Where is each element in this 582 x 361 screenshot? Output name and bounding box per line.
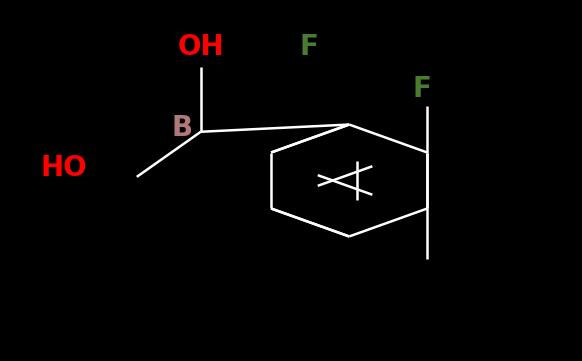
Text: B: B xyxy=(172,114,193,142)
Text: F: F xyxy=(412,75,431,103)
Text: F: F xyxy=(300,33,318,61)
Text: HO: HO xyxy=(41,154,87,182)
Text: OH: OH xyxy=(178,33,224,61)
